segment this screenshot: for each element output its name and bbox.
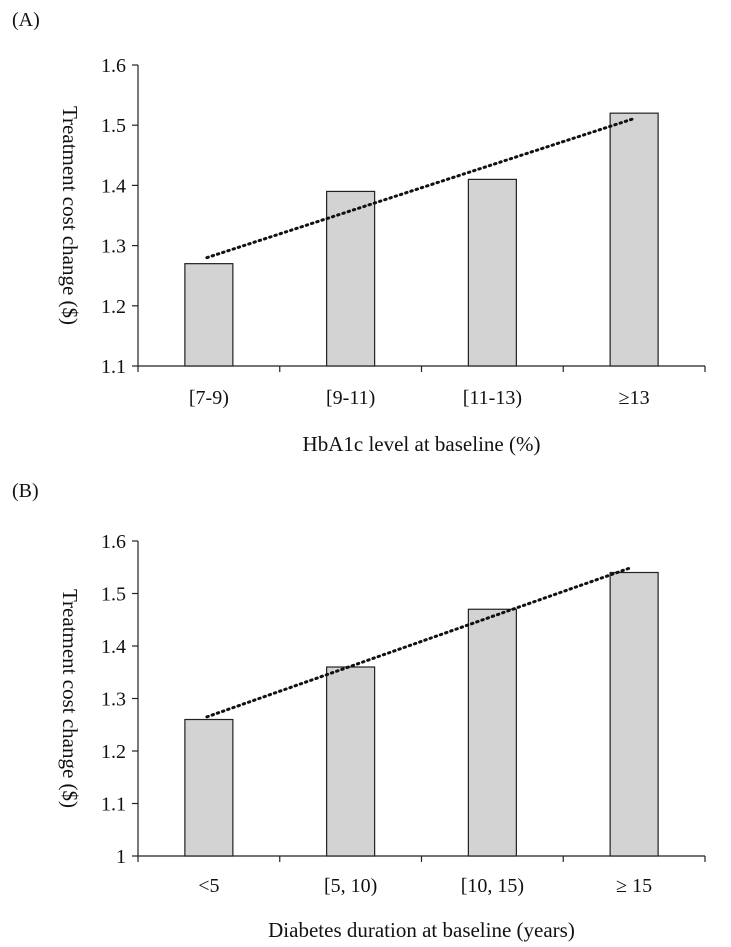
x-tick-label: [9-11)	[326, 387, 375, 409]
y-tick-label: 1.2	[101, 741, 126, 763]
y-axis-title: Treatment cost change ($)	[58, 106, 82, 325]
bar	[184, 718, 234, 857]
bar	[609, 112, 659, 367]
panel-label: (B)	[12, 480, 39, 502]
trendline	[205, 117, 634, 260]
x-axis-title: Diabetes duration at baseline (years)	[268, 918, 575, 942]
x-tick-label: [5, 10)	[324, 875, 377, 897]
x-axis-title: HbA1c level at baseline (%)	[303, 432, 541, 456]
chart-panel-b: (B) 1 1.1 1.2 1.3 1.4 1.5 1.6 <5 [5, 10) [10, 15) ≥…	[12, 480, 706, 942]
bar	[326, 666, 376, 857]
y-tick-label: 1.6	[101, 55, 126, 77]
y-tick-label: 1.3	[101, 236, 126, 258]
x-tick-label: [11-13)	[463, 387, 522, 409]
x-tick-label: ≥ 15	[616, 875, 652, 897]
x-tick-label: <5	[198, 875, 219, 897]
x-tick-label: [7-9)	[189, 387, 229, 409]
chart-panel-a: (A) 1.1 1.2 1.3 1.4 1.5 1.6 [7-9) [9-11) [11-13) ≥…	[12, 9, 706, 456]
y-axis-title: Treatment cost change ($)	[58, 589, 82, 808]
bar	[184, 263, 234, 367]
y-tick-label: 1.4	[101, 636, 126, 658]
bar	[467, 178, 517, 367]
y-tick-label: 1.3	[101, 689, 126, 711]
y-tick-label: 1.1	[101, 356, 126, 378]
bar	[467, 608, 517, 857]
x-tick-label: [10, 15)	[461, 875, 524, 897]
y-tick-label: 1.6	[101, 531, 126, 553]
bar	[326, 190, 376, 367]
y-tick-label: 1	[116, 846, 126, 868]
panel-label: (A)	[12, 9, 40, 31]
y-tick-label: 1.4	[101, 175, 126, 197]
x-tick-label: ≥13	[619, 387, 650, 409]
y-tick-label: 1.1	[101, 794, 126, 816]
y-tick-label: 1.5	[101, 584, 126, 606]
y-tick-label: 1.2	[101, 296, 126, 318]
y-tick-label: 1.5	[101, 115, 126, 137]
trendline	[205, 565, 634, 719]
bar	[609, 571, 659, 857]
